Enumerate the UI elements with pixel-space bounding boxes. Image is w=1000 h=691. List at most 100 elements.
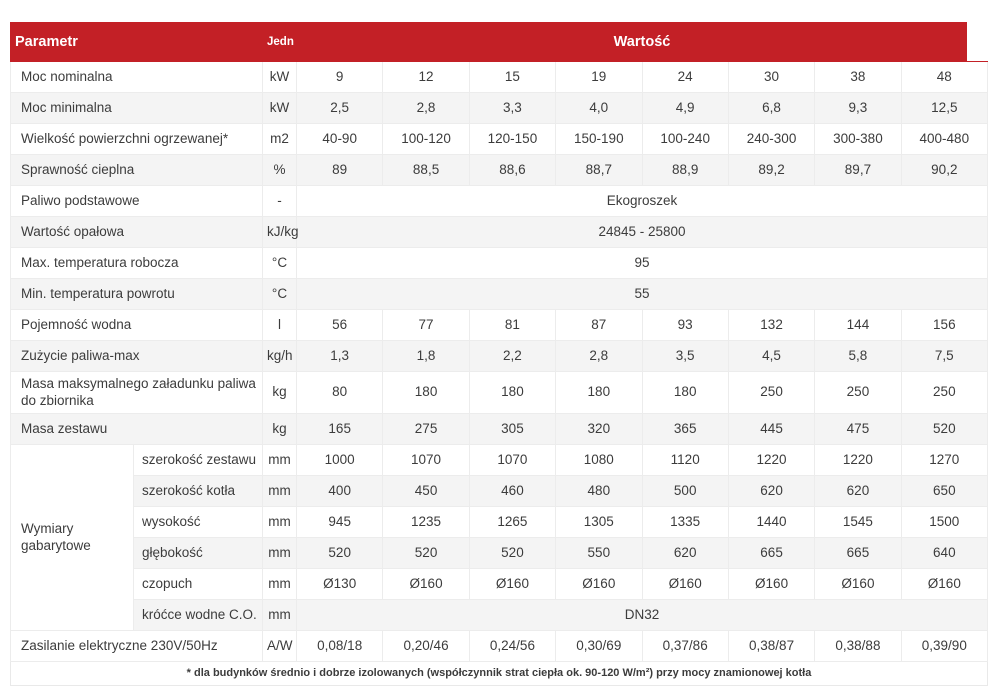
value-cell: 250 — [727, 371, 816, 414]
value-cell: 150-190 — [555, 123, 643, 155]
param-label: Wielkość powierzchni ogrzewanej* — [10, 123, 263, 155]
value-cell: 0,37/86 — [641, 630, 729, 662]
param-label: Moc nominalna — [10, 61, 263, 93]
value-cell: 0,38/88 — [814, 630, 902, 662]
value-cell: 475 — [814, 413, 902, 445]
value-cell: 1070 — [468, 444, 557, 476]
table-row: Pojemność wodna l 56 77 81 87 93 132 144… — [10, 309, 989, 341]
footnote: * dla budynków średnio i dobrze izolowan… — [10, 661, 988, 686]
value-cell: 320 — [555, 413, 643, 445]
unit-cell: l — [262, 309, 297, 341]
value-cell: 6,8 — [727, 92, 816, 124]
value-cell: 1500 — [900, 506, 989, 538]
value-cell: 9 — [295, 61, 384, 93]
value-cell: 15 — [468, 61, 557, 93]
value-cell: 0,20/46 — [382, 630, 470, 662]
unit-cell: mm — [262, 537, 297, 569]
value-cell: 132 — [727, 309, 816, 341]
value-cell: 500 — [641, 475, 729, 507]
value-cell: 945 — [295, 506, 384, 538]
table-row: Zużycie paliwa-max kg/h 1,3 1,8 2,2 2,8 … — [10, 340, 989, 372]
unit-cell: kg — [262, 371, 297, 414]
value-cell: 0,24/56 — [468, 630, 557, 662]
value-cell: 100-240 — [641, 123, 729, 155]
value-cell: 450 — [382, 475, 470, 507]
value-cell: 665 — [814, 537, 902, 569]
value-cell: 1220 — [814, 444, 902, 476]
value-cell: 1265 — [468, 506, 557, 538]
value-cell: 5,8 — [814, 340, 902, 372]
value-cell: 38 — [814, 61, 902, 93]
value-cell: 400 — [295, 475, 384, 507]
value-cell: 165 — [295, 413, 384, 445]
sub-param-label: głębokość — [133, 537, 263, 569]
value-cell: 7,5 — [900, 340, 989, 372]
table-row: szerokość kotła mm 400 450 460 480 500 6… — [11, 475, 989, 507]
unit-cell: m2 — [262, 123, 297, 155]
value-cell: 365 — [641, 413, 729, 445]
value-cell: 120-150 — [468, 123, 557, 155]
param-label: Paliwo podstawowe — [10, 185, 263, 217]
value-cell: 88,7 — [555, 154, 643, 186]
value-cell: 89,2 — [727, 154, 816, 186]
table-row: Masa zestawu kg 165 275 305 320 365 445 … — [10, 413, 989, 445]
value-cell: 650 — [900, 475, 989, 507]
unit-cell: °C — [262, 247, 297, 279]
table-row: Wartość opałowa kJ/kg 24845 - 25800 — [10, 216, 988, 248]
value-cell: 81 — [468, 309, 557, 341]
value-cell: 2,5 — [295, 92, 384, 124]
value-cell: 300-380 — [814, 123, 902, 155]
value-cell: 520 — [900, 413, 989, 445]
value-cell: 180 — [468, 371, 557, 414]
param-label: Moc minimalna — [10, 92, 263, 124]
value-cell: 2,8 — [382, 92, 470, 124]
value-cell: 550 — [555, 537, 643, 569]
value-cell: 620 — [814, 475, 902, 507]
value-cell: 40-90 — [295, 123, 384, 155]
value-cell: 620 — [727, 475, 816, 507]
table-row: wysokość mm 945 1235 1265 1305 1335 1440… — [11, 506, 989, 538]
value-cell: 665 — [727, 537, 816, 569]
unit-cell: kW — [262, 92, 297, 124]
unit-cell: kg — [262, 413, 297, 445]
param-label: Min. temperatura powrotu — [10, 278, 263, 310]
value-cell: 89,7 — [814, 154, 902, 186]
table-row: Wymiary gabarytowe szerokość zestawu mm … — [10, 444, 989, 631]
value-cell: 1235 — [382, 506, 470, 538]
sub-param-label: szerokość kotła — [133, 475, 263, 507]
table-row: króćce wodne C.O. mm DN32 — [11, 599, 988, 631]
value-cell: 400-480 — [900, 123, 989, 155]
value-cell: 180 — [382, 371, 470, 414]
param-label: Max. temperatura robocza — [10, 247, 263, 279]
value-cell: 250 — [900, 371, 989, 414]
param-label: Pojemność wodna — [10, 309, 263, 341]
unit-cell: kW — [262, 61, 297, 93]
unit-cell: mm — [262, 444, 297, 476]
table-row: Moc minimalna kW 2,5 2,8 3,3 4,0 4,9 6,8… — [10, 92, 989, 124]
value-cell: 1120 — [641, 444, 729, 476]
value-cell: 180 — [555, 371, 643, 414]
value-cell: 24 — [641, 61, 729, 93]
value-cell: 520 — [468, 537, 557, 569]
unit-cell: - — [262, 185, 297, 217]
value-cell: 80 — [295, 371, 384, 414]
value-cell: 77 — [382, 309, 470, 341]
value-cell: 250 — [814, 371, 902, 414]
span-value-cell: Ekogroszek — [296, 185, 988, 217]
value-cell: 0,08/18 — [295, 630, 384, 662]
table-row: głębokość mm 520 520 520 550 620 665 665… — [11, 537, 989, 569]
value-cell: Ø130 — [295, 568, 384, 600]
param-label: Masa zestawu — [10, 413, 263, 445]
value-cell: Ø160 — [814, 568, 902, 600]
value-cell: 275 — [382, 413, 470, 445]
param-label: Wartość opałowa — [10, 216, 263, 248]
value-cell: Ø160 — [382, 568, 470, 600]
value-cell: Ø160 — [468, 568, 557, 600]
param-label: Zasilanie elektryczne 230V/50Hz — [10, 630, 263, 662]
value-cell: 90,2 — [900, 154, 989, 186]
column-header-jedn: Jedn — [262, 22, 297, 62]
value-cell: 520 — [295, 537, 384, 569]
value-cell: 1440 — [727, 506, 816, 538]
table-row: Zasilanie elektryczne 230V/50Hz A/W 0,08… — [10, 630, 989, 662]
header-notch — [967, 21, 989, 61]
